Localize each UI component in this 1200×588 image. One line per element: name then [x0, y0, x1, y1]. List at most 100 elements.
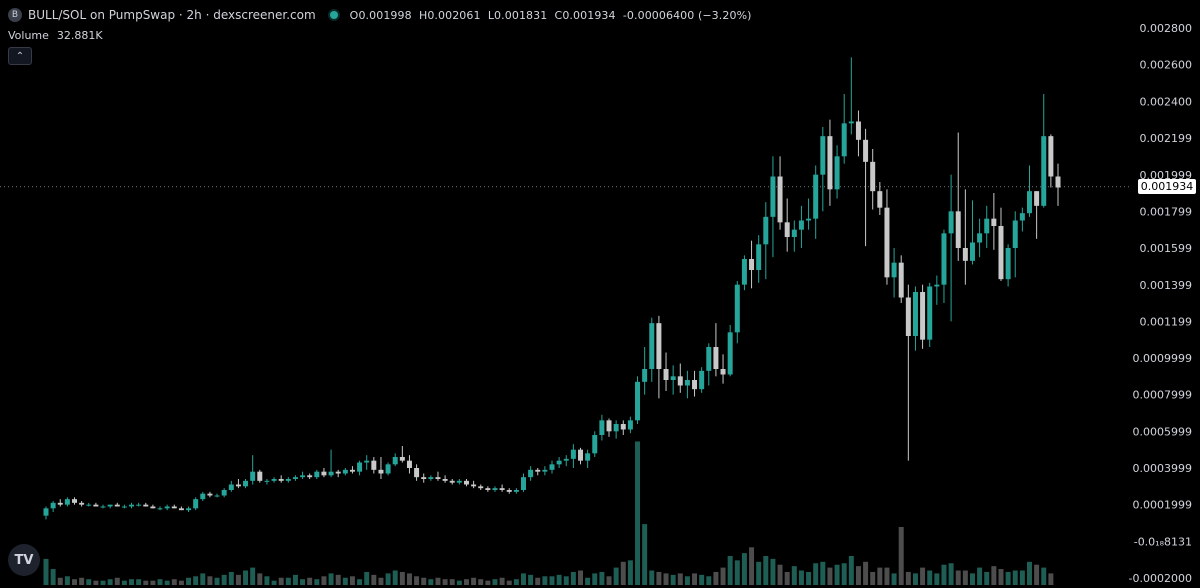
close-label: C: [554, 8, 563, 22]
volume-bar: [186, 577, 192, 585]
volume-bar: [606, 576, 612, 585]
volume-bar: [1019, 570, 1025, 585]
candle-up: [948, 211, 954, 234]
volume-bar: [806, 571, 812, 585]
candle-up: [613, 424, 619, 432]
candle-up: [228, 484, 234, 490]
candle-up: [520, 477, 526, 490]
volume-bar: [749, 547, 755, 585]
volume-bar: [585, 577, 591, 585]
candle-down: [998, 226, 1004, 280]
volume-bar: [285, 577, 291, 585]
candle-up: [164, 506, 170, 509]
token-logo-icon: B: [8, 8, 22, 22]
y-tick-label: 0.001399: [1140, 279, 1193, 292]
price-axis: 0.002800 0.002600 0.002400 0.002199 0.001999…: [1129, 22, 1192, 585]
candle-down: [171, 506, 177, 509]
candle-down: [72, 499, 78, 503]
candle-up: [193, 499, 199, 509]
candle-up: [820, 136, 826, 175]
volume-bar: [171, 579, 177, 585]
volume-bar: [820, 561, 826, 585]
collapse-legend-button[interactable]: ⌃: [8, 47, 32, 65]
y-tick-label: 0.001199: [1140, 316, 1193, 329]
candle-up: [756, 244, 762, 270]
candle-down: [663, 369, 669, 380]
ohlc-readout: O0.001998 H0.002061 L0.001831 C0.001934 …: [350, 9, 752, 22]
volume-bar: [535, 577, 541, 585]
y-tick-label: -0.0₁₈8131: [1134, 535, 1192, 548]
candle-down: [307, 475, 313, 478]
volume-bar: [478, 579, 484, 585]
volume-bar: [442, 579, 448, 585]
candle-up: [528, 469, 534, 478]
volume-bar: [649, 570, 655, 585]
candle-down: [335, 471, 341, 474]
candle-up: [734, 284, 740, 333]
volume-bar: [834, 564, 840, 585]
candle-down: [406, 460, 412, 468]
volume-bar: [570, 571, 576, 585]
volume-bar: [43, 558, 49, 585]
volume-bar: [221, 574, 227, 585]
candle-down: [421, 477, 427, 479]
candle-down: [855, 121, 861, 140]
volume-bar: [720, 567, 726, 585]
candle-up: [221, 490, 227, 496]
candle-down: [620, 424, 626, 430]
volume-bar: [962, 570, 968, 585]
open-label: O: [349, 8, 359, 22]
candle-up: [642, 369, 648, 382]
chart-title[interactable]: BULL/SOL on PumpSwap · 2h · dexscreener.…: [28, 8, 316, 22]
volume-bar: [1048, 573, 1054, 585]
candle-up: [635, 381, 641, 421]
volume-bar: [1034, 564, 1040, 585]
y-tick-label: 0.002600: [1140, 59, 1193, 72]
candle-up: [670, 376, 676, 380]
candle-up: [969, 242, 975, 261]
volume-value: 32.881K: [56, 29, 103, 42]
volume-bar: [314, 579, 320, 585]
volume-bar: [1026, 561, 1032, 585]
candle-up: [107, 504, 113, 507]
candle-down: [827, 136, 833, 190]
candle-up: [806, 218, 812, 221]
volume-bar: [328, 573, 334, 585]
candle-up: [684, 380, 690, 386]
candle-up: [292, 477, 298, 479]
volume-bar: [463, 579, 469, 585]
tradingview-logo-icon[interactable]: TV: [8, 544, 40, 576]
volume-bar: [121, 580, 127, 585]
volume-bar: [692, 573, 698, 585]
volume-bar: [1012, 570, 1018, 585]
volume-bar: [855, 566, 861, 585]
candle-down: [920, 292, 926, 340]
volume-bar: [378, 577, 384, 585]
volume-bar: [129, 579, 135, 585]
volume-bar: [813, 563, 819, 585]
volume-bar: [57, 577, 63, 585]
volume-bar: [635, 441, 641, 585]
candle-down: [207, 493, 213, 496]
volume-bar: [677, 573, 683, 585]
volume-bar: [499, 577, 505, 585]
volume-bar: [977, 567, 983, 585]
candle-up: [542, 469, 548, 472]
volume-bar: [64, 576, 70, 585]
candle-down: [898, 262, 904, 298]
candle-up: [706, 347, 712, 371]
y-tick-label: 0.001599: [1140, 242, 1193, 255]
candle-down: [535, 469, 541, 472]
volume-bar: [335, 574, 341, 585]
volume-bar: [228, 571, 234, 585]
volume-bar: [414, 576, 420, 585]
high-value: 0.002061: [427, 8, 481, 22]
y-tick-label: 0.002400: [1140, 95, 1193, 108]
volume-bar: [79, 577, 85, 585]
candle-up: [563, 458, 569, 461]
volume-bar: [421, 577, 427, 585]
candle-up: [977, 233, 983, 243]
y-tick-label: 0.001999: [1140, 169, 1193, 182]
candle-up: [357, 462, 363, 472]
volume-bar: [848, 556, 854, 585]
